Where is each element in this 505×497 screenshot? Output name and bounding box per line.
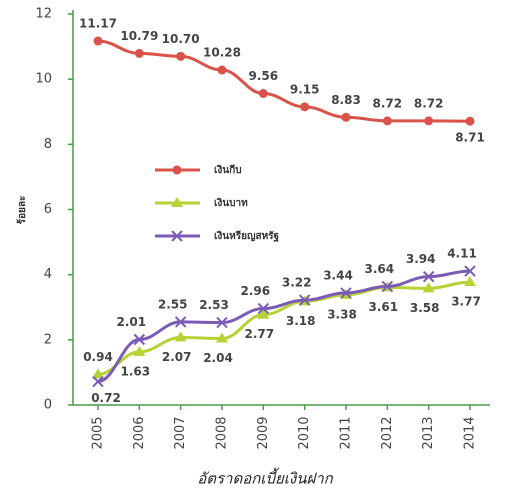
data-point bbox=[422, 270, 435, 283]
y-tick-label: 0 bbox=[44, 398, 52, 413]
data-label: 10.79 bbox=[120, 29, 158, 43]
legend-label: เงินบาท bbox=[214, 197, 248, 209]
data-point bbox=[92, 368, 104, 379]
data-point bbox=[133, 333, 146, 346]
series-line bbox=[97, 269, 471, 384]
y-tick-label: 6 bbox=[44, 202, 52, 217]
data-point bbox=[92, 375, 104, 388]
legend-label: เงินกีบ bbox=[214, 164, 242, 176]
data-label: 11.17 bbox=[79, 17, 117, 31]
data-label: 0.72 bbox=[91, 391, 121, 405]
legend-label: เงินหรียญสหรัฐ bbox=[214, 230, 280, 242]
legend-marker bbox=[171, 197, 183, 207]
data-point bbox=[93, 36, 103, 46]
data-label: 3.58 bbox=[410, 301, 440, 315]
data-label: 2.07 bbox=[162, 350, 192, 364]
data-point bbox=[300, 102, 310, 112]
series-line bbox=[97, 280, 471, 376]
data-label: 8.83 bbox=[331, 93, 361, 107]
y-tick-label: 2 bbox=[44, 332, 52, 347]
data-point bbox=[176, 51, 186, 61]
data-label: 8.71 bbox=[455, 131, 485, 145]
x-tick-label: 2012 bbox=[380, 416, 395, 449]
data-label: 3.38 bbox=[327, 307, 357, 321]
x-tick-label: 2008 bbox=[215, 416, 230, 449]
data-point bbox=[216, 332, 228, 343]
x-tick-label: 2010 bbox=[297, 416, 312, 449]
data-label: 3.18 bbox=[286, 314, 316, 328]
y-tick-label: 8 bbox=[44, 137, 52, 152]
data-label: 8.72 bbox=[373, 96, 403, 110]
x-tick-label: 2014 bbox=[463, 416, 478, 449]
x-tick-label: 2009 bbox=[256, 416, 271, 449]
x-tick-label: 2007 bbox=[173, 416, 188, 449]
data-label: 9.15 bbox=[290, 82, 320, 96]
data-point bbox=[381, 280, 394, 293]
data-label: 9.56 bbox=[249, 69, 279, 83]
data-point bbox=[464, 265, 476, 277]
data-label: 8.72 bbox=[414, 96, 444, 110]
y-tick-label: 10 bbox=[35, 72, 52, 87]
x-tick-label: 2013 bbox=[421, 416, 436, 449]
data-point bbox=[465, 116, 475, 126]
x-tick-label: 2011 bbox=[339, 416, 354, 449]
legend-marker bbox=[172, 165, 182, 175]
data-label: 2.53 bbox=[199, 298, 229, 312]
data-label: 3.61 bbox=[369, 300, 399, 314]
data-label: 1.63 bbox=[121, 364, 151, 378]
data-label: 2.96 bbox=[241, 284, 271, 298]
data-label: 4.11 bbox=[447, 247, 477, 261]
data-point bbox=[422, 282, 435, 293]
data-point bbox=[133, 345, 146, 356]
data-point bbox=[257, 308, 270, 319]
data-label: 3.44 bbox=[323, 268, 353, 282]
data-label: 0.94 bbox=[83, 350, 113, 364]
y-tick-label: 4 bbox=[44, 267, 52, 282]
data-point bbox=[134, 48, 144, 58]
data-label: 10.28 bbox=[203, 46, 241, 60]
data-point bbox=[174, 316, 187, 328]
data-point bbox=[174, 331, 187, 342]
y-axis-label: ร้อยละ bbox=[16, 196, 28, 225]
data-point bbox=[341, 112, 351, 122]
series-line bbox=[97, 39, 471, 123]
data-point bbox=[464, 276, 476, 287]
data-label: 3.77 bbox=[451, 295, 481, 309]
data-point bbox=[217, 65, 227, 75]
data-label: 3.22 bbox=[282, 276, 312, 290]
data-point bbox=[257, 302, 270, 315]
data-label: 2.04 bbox=[203, 351, 233, 365]
x-tick-label: 2005 bbox=[91, 416, 106, 449]
x-tick-label: 2006 bbox=[132, 416, 147, 449]
data-label: 3.64 bbox=[365, 262, 395, 276]
legend-marker bbox=[171, 230, 183, 242]
data-point bbox=[424, 116, 434, 126]
caption: อัตราดอกเบี้ยเงินฝาก bbox=[197, 468, 333, 488]
data-point bbox=[340, 287, 352, 299]
data-point bbox=[382, 116, 392, 126]
data-label: 10.70 bbox=[162, 32, 200, 46]
data-point bbox=[298, 294, 311, 306]
data-point bbox=[258, 89, 268, 99]
data-label: 2.01 bbox=[117, 315, 147, 329]
data-label: 3.94 bbox=[406, 252, 436, 266]
data-label: 2.55 bbox=[158, 297, 188, 311]
data-label: 2.77 bbox=[245, 327, 275, 341]
data-point bbox=[216, 316, 228, 329]
y-tick-label: 12 bbox=[35, 7, 52, 22]
